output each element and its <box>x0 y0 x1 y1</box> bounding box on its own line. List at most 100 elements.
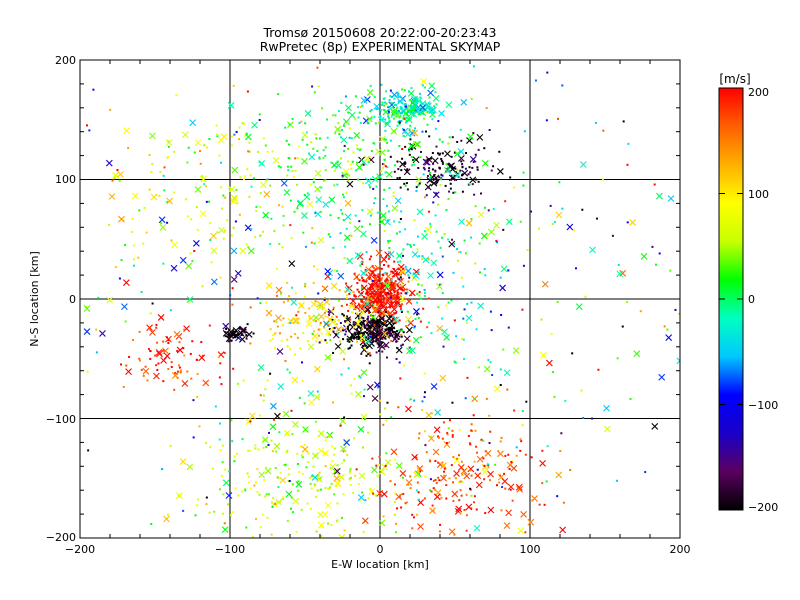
scatter-dot <box>426 326 429 329</box>
scatter-dot <box>294 169 297 172</box>
scatter-dot <box>431 504 434 507</box>
scatter-dot <box>218 356 221 359</box>
scatter-cross <box>448 174 456 182</box>
scatter-dot <box>389 294 392 297</box>
scatter-cross <box>667 195 675 202</box>
scatter-cross <box>436 271 444 279</box>
scatter-dot <box>224 468 227 471</box>
scatter-cross <box>439 374 447 382</box>
scatter-dot <box>386 166 389 169</box>
scatter-dot <box>338 110 341 113</box>
scatter-dot <box>353 377 356 380</box>
scatter-dot <box>354 295 357 298</box>
scatter-dot <box>375 301 378 304</box>
scatter-dot <box>218 438 221 441</box>
scatter-dot <box>342 124 345 127</box>
scatter-dot <box>298 145 301 148</box>
scatter-dot <box>371 300 374 303</box>
scatter-dot <box>413 326 416 329</box>
scatter-dot <box>597 368 600 371</box>
scatter-dot <box>354 95 357 98</box>
scatter-dot <box>402 248 405 251</box>
scatter-dot <box>429 435 432 438</box>
scatter-cross <box>288 260 296 268</box>
scatter-dot <box>332 401 335 404</box>
scatter-cross <box>218 226 225 234</box>
scatter-dot <box>240 490 243 493</box>
scatter-dot <box>389 315 392 318</box>
scatter-cross <box>393 298 401 306</box>
scatter-dot <box>397 109 400 112</box>
scatter-dot <box>446 433 449 436</box>
scatter-dot <box>256 468 259 471</box>
scatter-cross <box>321 510 329 518</box>
scatter-dot <box>616 479 619 482</box>
scatter-dot <box>228 470 231 473</box>
scatter-dot <box>346 122 349 125</box>
scatter-dot <box>420 297 423 300</box>
scatter-dot <box>86 124 89 127</box>
scatter-cross <box>364 177 372 185</box>
scatter-dot <box>522 171 525 174</box>
scatter-cross <box>364 306 372 314</box>
scatter-dot <box>220 186 223 189</box>
scatter-dot <box>395 311 398 314</box>
scatter-cross <box>274 412 281 420</box>
scatter-dot <box>475 508 478 511</box>
scatter-dot <box>300 361 303 364</box>
scatter-dot <box>380 299 383 302</box>
scatter-dot <box>438 479 441 482</box>
scatter-dot <box>311 332 314 335</box>
scatter-dot <box>318 471 321 474</box>
colorbar-tick-label: 200 <box>748 86 769 99</box>
scatter-dot <box>195 206 198 209</box>
scatter-dot <box>386 142 389 145</box>
scatter-dot <box>506 388 509 391</box>
scatter-dot <box>639 310 642 313</box>
scatter-cross <box>427 435 435 442</box>
scatter-dot <box>366 300 369 303</box>
scatter-cross <box>314 185 321 193</box>
scatter-dot <box>402 117 405 120</box>
scatter-dot <box>356 312 359 315</box>
scatter-cross <box>363 300 371 308</box>
scatter-cross <box>198 354 206 362</box>
scatter-dot <box>279 500 282 503</box>
scatter-dot <box>387 327 390 330</box>
scatter-dot <box>289 507 292 510</box>
scatter-dot <box>128 355 131 358</box>
scatter-dot <box>388 295 391 298</box>
scatter-dot <box>263 479 266 482</box>
scatter-dot <box>383 188 386 191</box>
scatter-dot <box>371 282 374 285</box>
scatter-dot <box>232 331 235 334</box>
scatter-dot <box>334 320 337 323</box>
scatter-dot <box>489 310 492 313</box>
scatter-dot <box>270 533 273 536</box>
scatter-dot <box>417 491 420 494</box>
scatter-dot <box>356 148 359 151</box>
scatter-dot <box>338 299 341 302</box>
scatter-dot <box>219 362 222 365</box>
scatter-dot <box>417 467 420 470</box>
scatter-dot <box>333 493 336 496</box>
scatter-dot <box>398 145 401 148</box>
scatter-dot <box>280 339 283 342</box>
scatter-dot <box>477 366 480 369</box>
scatter-dot <box>382 98 385 101</box>
scatter-dot <box>622 120 625 123</box>
scatter-dot <box>273 418 276 421</box>
scatter-dot <box>458 428 461 431</box>
scatter-dot <box>167 339 170 342</box>
scatter-dot <box>463 308 466 311</box>
scatter-dot <box>452 271 455 274</box>
scatter-dot <box>264 179 267 182</box>
scatter-dot <box>305 466 308 469</box>
scatter-dot <box>390 281 393 284</box>
scatter-dot <box>381 305 384 308</box>
scatter-dot <box>366 327 369 330</box>
scatter-dot <box>395 522 398 525</box>
scatter-dot <box>658 252 661 255</box>
scatter-dot <box>324 146 327 149</box>
scatter-dot <box>138 359 141 362</box>
